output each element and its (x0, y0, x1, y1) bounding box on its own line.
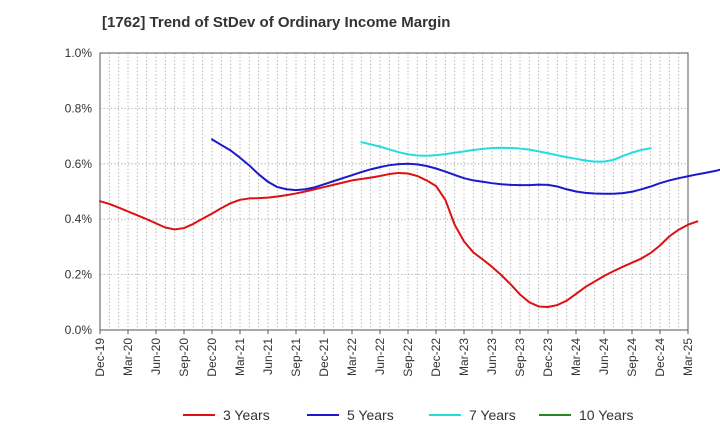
legend-label-3-years: 3 Years (223, 407, 270, 423)
x-tick-label: Sep-22 (401, 338, 415, 377)
x-tick-label: Mar-25 (681, 338, 695, 376)
x-tick-label: Mar-23 (457, 338, 471, 376)
grid-layer (99, 52, 689, 331)
legend-label-10-years: 10 Years (579, 407, 634, 423)
y-tick-label: 1.0% (65, 46, 93, 60)
chart-title: [1762] Trend of StDev of Ordinary Income… (102, 14, 451, 31)
y-tick-label: 0.2% (65, 268, 93, 282)
x-tick-label: Jun-21 (261, 338, 275, 375)
y-tick-label: 0.0% (65, 323, 93, 337)
x-tick-label: Sep-23 (513, 338, 527, 377)
x-tick-label: Dec-23 (541, 338, 555, 377)
legend-label-5-years: 5 Years (347, 407, 394, 423)
x-tick-label: Sep-20 (177, 338, 191, 377)
legend: 3 Years 5 Years 7 Years 10 Years (183, 407, 634, 423)
x-tick-label: Sep-21 (289, 338, 303, 377)
plot-border (99, 52, 689, 331)
x-tick-label: Dec-21 (317, 338, 331, 377)
y-tick-label: 0.6% (65, 157, 93, 171)
x-tick-label: Mar-24 (569, 338, 583, 376)
y-tick-label: 0.4% (65, 212, 93, 226)
x-tick-label: Jun-24 (597, 338, 611, 375)
x-tick-label: Jun-20 (149, 338, 163, 375)
x-tick-label: Dec-22 (429, 338, 443, 377)
series-line-5-years (211, 138, 720, 195)
x-tick-label: Mar-21 (233, 338, 247, 376)
plot-area (100, 53, 688, 330)
series-line-7-years (360, 141, 652, 163)
x-tick-label: Dec-19 (93, 338, 107, 377)
y-tick-label: 0.8% (65, 101, 93, 115)
x-tick-label: Jun-23 (485, 338, 499, 375)
x-tick-label: Dec-20 (205, 338, 219, 377)
x-tick-label: Mar-20 (121, 338, 135, 376)
legend-label-7-years: 7 Years (469, 407, 516, 423)
x-tick-label: Sep-24 (625, 338, 639, 377)
series-line-3-years (99, 171, 699, 309)
x-tick-label: Jun-22 (373, 338, 387, 375)
x-tick-label: Dec-24 (653, 338, 667, 377)
x-tick-label: Mar-22 (345, 338, 359, 376)
axis-layer: 0.0% 0.2% 0.4% 0.6% 0.8% 1.0% Dec-19 Mar-20 Jun-… (65, 46, 695, 377)
series-layer (99, 138, 720, 309)
